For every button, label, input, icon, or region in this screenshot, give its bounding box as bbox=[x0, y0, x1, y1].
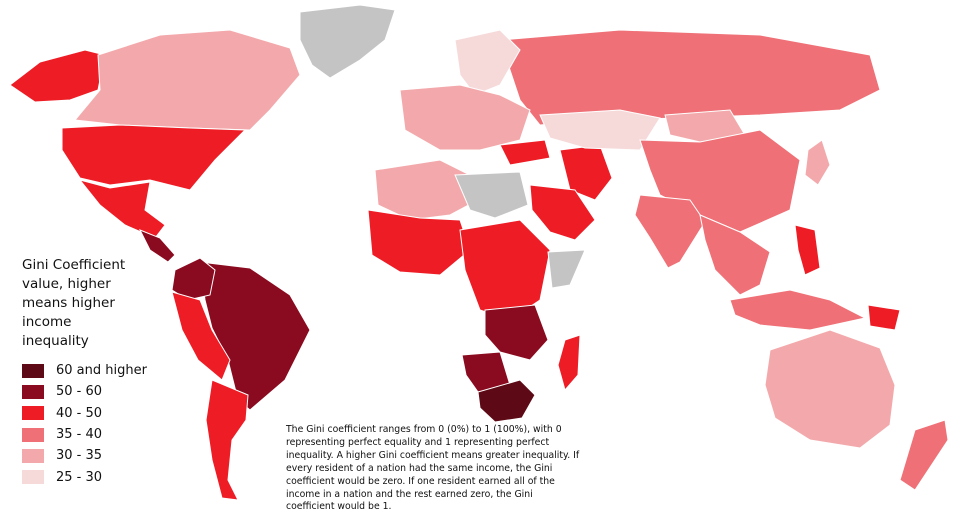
region-india bbox=[634, 194, 706, 269]
region-libya-egypt bbox=[454, 171, 529, 219]
region-north-africa bbox=[374, 159, 479, 221]
legend-item-30-35: 30 - 35 bbox=[22, 445, 172, 466]
legend-item-60-plus: 60 and higher bbox=[22, 360, 172, 381]
explanation-note: The Gini coefficient ranges from 0 (0%) … bbox=[286, 424, 580, 513]
region-europe bbox=[399, 84, 531, 151]
region-china bbox=[639, 129, 801, 233]
region-turkey bbox=[499, 139, 551, 166]
region-indonesia bbox=[729, 289, 867, 331]
legend-item-50-60: 50 - 60 bbox=[22, 381, 172, 402]
legend-label: 30 - 35 bbox=[56, 448, 103, 464]
region-central-america bbox=[138, 229, 176, 263]
legend-item-25-30: 25 - 30 bbox=[22, 466, 172, 487]
legend-swatch bbox=[22, 470, 44, 485]
region-central-africa bbox=[459, 219, 551, 321]
region-papua-new-guinea bbox=[867, 304, 901, 331]
legend-label: 25 - 30 bbox=[56, 469, 103, 485]
legend-swatch bbox=[22, 427, 44, 442]
region-greenland bbox=[299, 4, 396, 79]
region-argentina bbox=[205, 379, 249, 501]
region-scandinavia bbox=[454, 29, 521, 96]
region-south-africa bbox=[477, 379, 536, 423]
region-madagascar bbox=[557, 334, 581, 392]
region-southeast-asia bbox=[699, 214, 771, 296]
region-west-africa bbox=[367, 209, 471, 276]
region-canada bbox=[74, 29, 301, 131]
region-kazakhstan bbox=[539, 109, 661, 151]
region-new-zealand bbox=[899, 419, 949, 491]
region-saudi-arabia bbox=[529, 184, 596, 241]
legend-swatch bbox=[22, 406, 44, 421]
region-japan bbox=[804, 139, 831, 186]
region-zambia-zimbabwe bbox=[484, 304, 549, 361]
legend-swatch bbox=[22, 448, 44, 463]
legend-item-40-50: 40 - 50 bbox=[22, 403, 172, 424]
legend-swatch bbox=[22, 363, 44, 378]
region-colombia bbox=[171, 257, 216, 301]
region-australia bbox=[764, 329, 896, 449]
region-brazil bbox=[199, 261, 311, 411]
legend-title: Gini Coefficient value, higher means hig… bbox=[22, 257, 126, 349]
region-somalia bbox=[547, 249, 586, 289]
legend: Gini Coefficient value, higher means hig… bbox=[22, 256, 172, 488]
legend-label: 40 - 50 bbox=[56, 405, 103, 421]
region-united-states bbox=[61, 124, 247, 191]
region-philippines bbox=[794, 224, 821, 276]
legend-label: 60 and higher bbox=[56, 363, 147, 379]
region-alaska-usa bbox=[9, 49, 106, 103]
legend-label: 35 - 40 bbox=[56, 427, 103, 443]
legend-item-35-40: 35 - 40 bbox=[22, 424, 172, 445]
legend-swatch bbox=[22, 384, 44, 399]
legend-label: 50 - 60 bbox=[56, 384, 103, 400]
region-andean-south-america bbox=[171, 291, 231, 381]
region-russia bbox=[499, 29, 881, 126]
region-mexico bbox=[78, 179, 166, 239]
